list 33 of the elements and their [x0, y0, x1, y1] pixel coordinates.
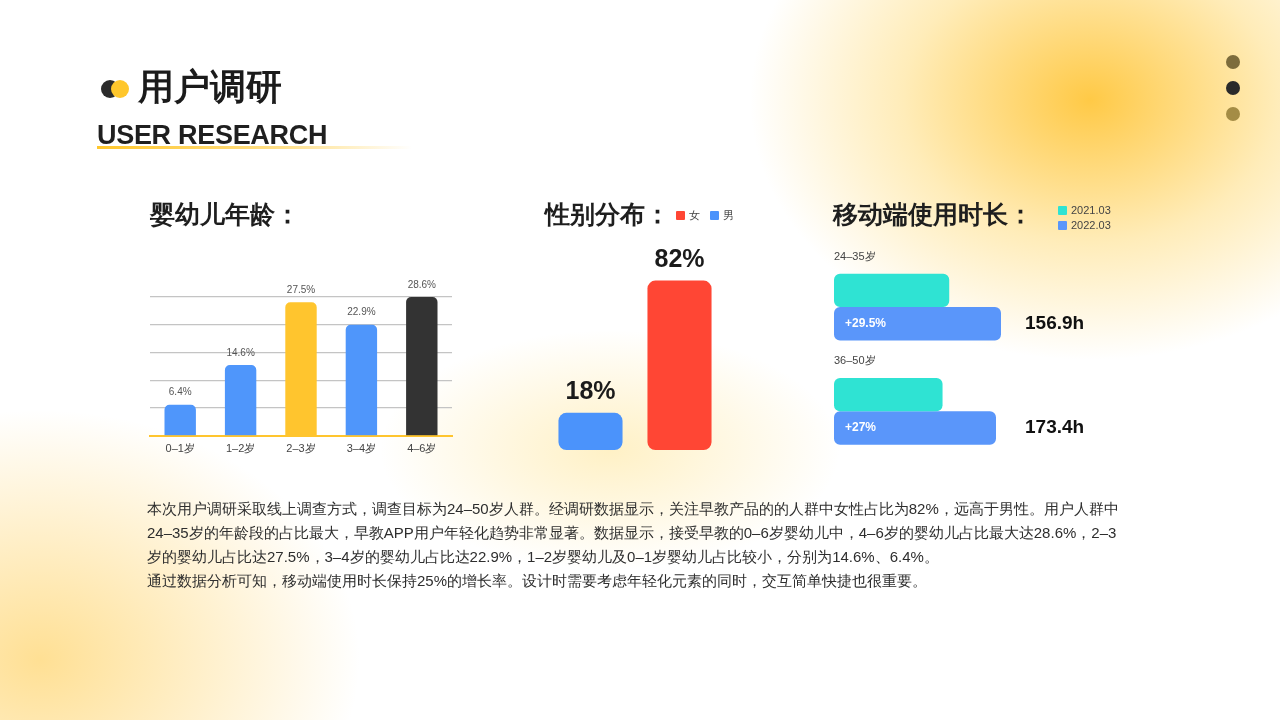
bar [224, 364, 257, 436]
x-tick-label: 1–2岁 [225, 442, 256, 455]
data-label: 82% [654, 243, 705, 272]
x-tick-label: 3–4岁 [346, 442, 377, 455]
chart-title: 移动端使用时长： [833, 199, 1033, 230]
bar [406, 297, 438, 436]
x-tick-label: 2–3岁 [286, 442, 316, 455]
chart-title: 婴幼儿年龄： [150, 199, 300, 230]
x-tick-label: 0–1岁 [165, 442, 195, 455]
y-tick-label: 36–50岁 [834, 354, 876, 367]
data-label: 6.4% [168, 386, 192, 398]
bar [345, 324, 378, 436]
text: 156.9h [1025, 312, 1085, 334]
data-label: 22.9% [347, 306, 376, 318]
text: 173.4h [1025, 416, 1085, 438]
legend-label: 女 [689, 209, 700, 221]
text: 本次用户调研采取线上调查方式，调查目标为24–50岁人群。经调研数据显示，关注早教产品的的人群中女性占比为82%，远高于男性。用户人群中24–35岁的年龄段的占比最大，早教APP用户年轻化趋势非常显著。数据显示，接受早教的0–6岁婴幼儿中，4–6岁的婴幼儿占比最大达28.6%，2–3岁的婴幼儿占比达27.5%，3–4岁的婴幼儿占比达22.9%，1–2岁婴幼儿及0–1岁婴幼儿占比较小，分别为14.6%、6.4%。 [147, 499, 1120, 567]
annotation: +29.5% [845, 316, 887, 331]
data-label: 28.6% [407, 278, 437, 290]
text: 用户调研 [138, 66, 282, 108]
data-label: 27.5% [286, 284, 316, 296]
text: USER RESEARCH [97, 119, 328, 152]
text: 通过数据分析可知，移动端使用时长保持25%的增长率。设计时需要考虑年轻化元素的同时，交互简单快捷也很重要。 [147, 571, 929, 591]
legend-label: 2022.03 [1071, 219, 1111, 231]
legend-label: 男 [723, 209, 734, 221]
chart-title: 性别分布： [545, 199, 670, 230]
bar [164, 404, 196, 436]
x-tick-label: 4–6岁 [407, 442, 437, 455]
data-label: 18% [565, 376, 616, 405]
data-label: 14.6% [226, 346, 255, 358]
legend-label: 2021.03 [1071, 204, 1111, 216]
annotation: +27% [845, 420, 877, 435]
y-tick-label: 24–35岁 [834, 250, 876, 263]
